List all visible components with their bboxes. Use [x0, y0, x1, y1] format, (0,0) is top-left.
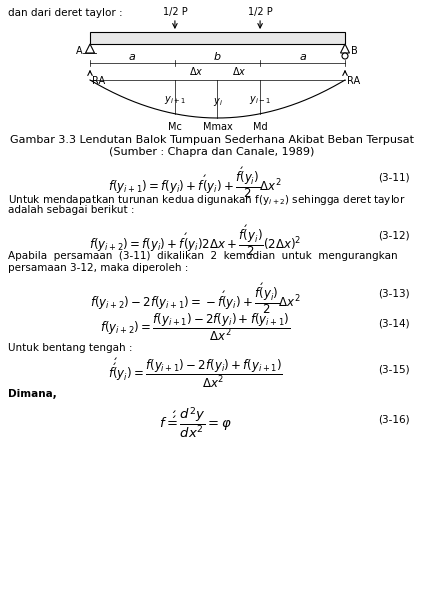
Text: Mmax: Mmax — [203, 122, 232, 132]
Text: $f(y_{i+2}) = \dfrac{f(y_{i+1})-2f(y_i)+f(y_{i+1})}{\Delta x^2}$: $f(y_{i+2}) = \dfrac{f(y_{i+1})-2f(y_i)+… — [100, 311, 290, 343]
Text: Untuk bentang tengah :: Untuk bentang tengah : — [8, 343, 133, 353]
Text: b: b — [214, 52, 221, 62]
Bar — [90, 32, 345, 44]
Text: $\Delta x$: $\Delta x$ — [189, 65, 204, 77]
Text: $f(y_{i+2}) - 2f(y_{i+1}) = -f\'(y_i) + \dfrac{f\'(y_i)}{2}\Delta x^2$: $f(y_{i+2}) - 2f(y_{i+1}) = -f\'(y_i) + … — [90, 281, 300, 316]
Text: B: B — [351, 46, 358, 56]
Circle shape — [342, 53, 348, 59]
Text: Dimana,: Dimana, — [8, 389, 57, 399]
Text: adalah sebagai berikut :: adalah sebagai berikut : — [8, 205, 134, 215]
Text: $f\'\'(y_i) = \dfrac{f(y_{i+1})-2f(y_i)+f(y_{i+1})}{\Delta x^2}$: $f\'\'(y_i) = \dfrac{f(y_{i+1})-2f(y_i)+… — [108, 357, 283, 390]
Text: 1/2 P: 1/2 P — [162, 7, 187, 17]
Text: (Sumber : Chapra dan Canale, 1989): (Sumber : Chapra dan Canale, 1989) — [109, 147, 314, 157]
Text: $y_i$: $y_i$ — [212, 96, 222, 108]
Text: Untuk mendapatkan turunan kedua digunakan f(y$_{i+2}$) sehingga deret taylor: Untuk mendapatkan turunan kedua digunaka… — [8, 193, 405, 207]
Text: (3-14): (3-14) — [378, 319, 410, 329]
Text: $f\'\' = \dfrac{d^2y}{dx^2} = \varphi$: $f\'\' = \dfrac{d^2y}{dx^2} = \varphi$ — [159, 405, 232, 440]
Text: a: a — [129, 52, 136, 62]
Text: $f(y_{i+1}) = f(y_i) + f\'(y_i) + \dfrac{f\'(y_i)}{2}\Delta x^2$: $f(y_{i+1}) = f(y_i) + f\'(y_i) + \dfrac… — [108, 165, 282, 200]
Text: (3-11): (3-11) — [378, 173, 410, 183]
Text: Gambar 3.3 Lendutan Balok Tumpuan Sederhana Akibat Beban Terpusat: Gambar 3.3 Lendutan Balok Tumpuan Sederh… — [10, 135, 414, 145]
Text: dan dari deret taylor :: dan dari deret taylor : — [8, 8, 123, 18]
Text: a: a — [299, 52, 306, 62]
Text: (3-16): (3-16) — [378, 415, 410, 425]
Text: $\Delta x$: $\Delta x$ — [232, 65, 246, 77]
Polygon shape — [85, 44, 94, 53]
Text: A: A — [76, 46, 82, 56]
Text: $f(y_{i+2}) = f(y_i) + f\'(y_i)2\Delta x + \dfrac{f\'(y_i)}{2}(2\Delta x)^2$: $f(y_{i+2}) = f(y_i) + f\'(y_i)2\Delta x… — [89, 223, 301, 258]
Text: (3-12): (3-12) — [378, 231, 410, 241]
Text: Apabila  persamaan  (3-11)  dikalikan  2  kemudian  untuk  mengurangkan: Apabila persamaan (3-11) dikalikan 2 kem… — [8, 251, 398, 261]
Text: 1/2 P: 1/2 P — [248, 7, 272, 17]
Text: RA: RA — [92, 76, 105, 86]
Text: $y_{i-1}$: $y_{i-1}$ — [249, 94, 271, 106]
Text: Md: Md — [253, 122, 267, 132]
Text: $y_{i+1}$: $y_{i+1}$ — [164, 94, 186, 106]
Text: (3-13): (3-13) — [378, 289, 410, 299]
Text: Mc: Mc — [168, 122, 182, 132]
Text: persamaan 3-12, maka diperoleh :: persamaan 3-12, maka diperoleh : — [8, 263, 188, 273]
Polygon shape — [340, 44, 349, 53]
Text: (3-15): (3-15) — [378, 365, 410, 375]
Text: RA: RA — [347, 76, 360, 86]
